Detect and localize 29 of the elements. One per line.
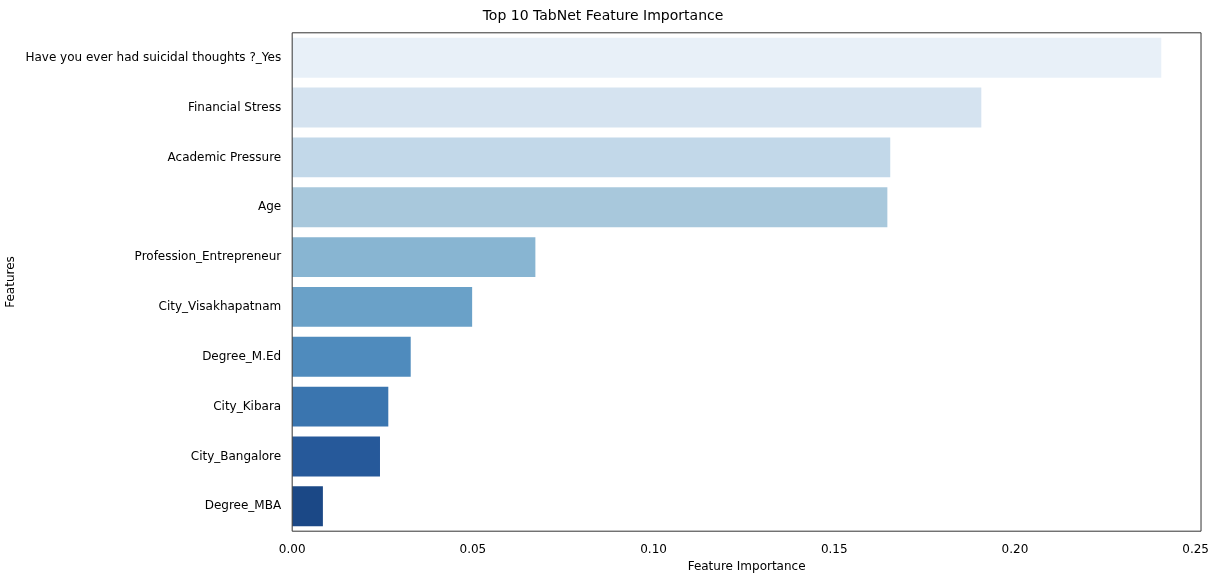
x-tick-label: 0.25 [1182, 541, 1209, 556]
bar [292, 137, 891, 178]
bar [292, 37, 1162, 78]
bar [292, 386, 389, 427]
bar [292, 286, 473, 327]
y-tick-label: Degree_MBA [204, 498, 282, 513]
y-tick-label: Have you ever had suicidal thoughts ?_Yes [25, 49, 282, 64]
bar [292, 237, 536, 278]
x-tick-label: 0.10 [640, 541, 667, 556]
y-tick-label: City_Visakhapatnam [158, 299, 282, 314]
y-axis-title: Features [3, 256, 18, 308]
bar [292, 336, 411, 377]
bar [292, 486, 323, 527]
bar [292, 187, 888, 228]
x-tick-label: 0.15 [820, 541, 848, 556]
y-tick-label: Academic Pressure [167, 149, 282, 164]
y-tick-label: City_Kibara [213, 398, 282, 413]
x-tick-label: 0.05 [459, 541, 487, 556]
y-tick-label: Degree_M.Ed [202, 348, 282, 363]
bar [292, 436, 380, 477]
y-tick-label: City_Bangalore [190, 448, 282, 463]
y-tick-label: Financial Stress [187, 99, 282, 114]
x-tick-label: 0.20 [1001, 541, 1029, 556]
y-tick-label: Age [257, 199, 282, 214]
x-axis-title: Feature Importance [687, 558, 806, 573]
chart-title: Top 10 TabNet Feature Importance [481, 7, 724, 24]
x-tick-label: 0.00 [278, 541, 306, 556]
bar [292, 87, 982, 128]
y-tick-label: Profession_Entrepreneur [134, 249, 282, 264]
